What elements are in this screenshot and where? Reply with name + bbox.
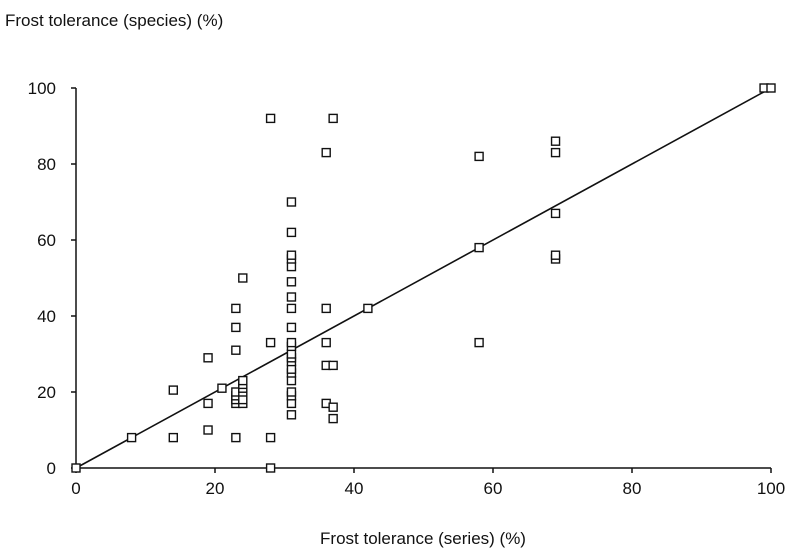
- data-point: [286, 375, 297, 386]
- data-point: [286, 398, 297, 409]
- data-point: [286, 410, 297, 420]
- data-point: [286, 337, 297, 348]
- data-point: [203, 425, 213, 435]
- data-point: [217, 383, 227, 393]
- data-point: [265, 463, 276, 473]
- y-tick-label: 60: [37, 231, 56, 250]
- x-axis-title: Frost tolerance (series) (%): [320, 529, 526, 548]
- data-point: [321, 303, 331, 314]
- x-tick-label: 40: [345, 479, 364, 498]
- data-point: [286, 364, 297, 374]
- y-tick-label: 100: [28, 79, 56, 98]
- data-point: [286, 303, 297, 314]
- data-point: [286, 292, 297, 302]
- data-point: [328, 113, 338, 124]
- reference-line-group: [75, 87, 772, 469]
- data-point: [126, 432, 137, 443]
- data-point: [550, 250, 561, 260]
- data-point: [321, 337, 331, 348]
- y-tick-label: 0: [47, 459, 56, 478]
- data-point: [328, 360, 338, 371]
- data-point: [286, 227, 297, 238]
- x-tick-label: 60: [484, 479, 503, 498]
- data-point: [231, 432, 241, 443]
- y-tick-label: 40: [37, 307, 56, 326]
- data-point: [286, 349, 297, 359]
- data-point: [766, 83, 776, 93]
- data-point: [231, 303, 241, 314]
- x-tick-label: 80: [623, 479, 642, 498]
- data-point: [286, 250, 297, 260]
- data-point: [328, 402, 338, 412]
- data-point: [238, 375, 248, 386]
- data-point: [265, 432, 276, 443]
- data-point: [286, 197, 297, 207]
- x-tick-label: 100: [757, 479, 785, 498]
- x-tick-label: 0: [71, 479, 80, 498]
- data-point: [363, 303, 373, 314]
- data-point: [71, 463, 81, 473]
- data-point: [328, 413, 338, 424]
- data-point: [550, 136, 561, 146]
- data-point: [550, 147, 561, 158]
- data-point: [474, 337, 484, 348]
- data-point: [550, 208, 561, 219]
- y-tick-label: 20: [37, 383, 56, 402]
- data-point: [286, 322, 297, 333]
- data-point: [203, 353, 213, 363]
- data-points: [71, 83, 776, 473]
- data-point: [231, 345, 241, 355]
- data-point: [321, 147, 331, 158]
- data-point: [265, 337, 276, 348]
- y-axis-title: Frost tolerance (species) (%): [5, 11, 223, 30]
- data-point: [203, 398, 213, 409]
- data-point: [286, 261, 297, 272]
- data-point: [474, 242, 484, 253]
- data-point: [168, 432, 179, 443]
- data-point: [286, 277, 297, 287]
- x-tick-label: 20: [206, 479, 225, 498]
- data-point: [474, 151, 484, 162]
- tick-labels: 0 20 40 60 80 100 0 20 40 60 80 100: [28, 79, 786, 498]
- axes: [71, 87, 772, 473]
- data-point: [286, 387, 297, 397]
- data-point: [265, 113, 276, 124]
- data-point: [238, 394, 248, 405]
- data-point: [231, 322, 241, 333]
- identity-line: [75, 87, 772, 469]
- y-tick-label: 80: [37, 155, 56, 174]
- data-point: [168, 385, 179, 395]
- data-point: [238, 273, 248, 283]
